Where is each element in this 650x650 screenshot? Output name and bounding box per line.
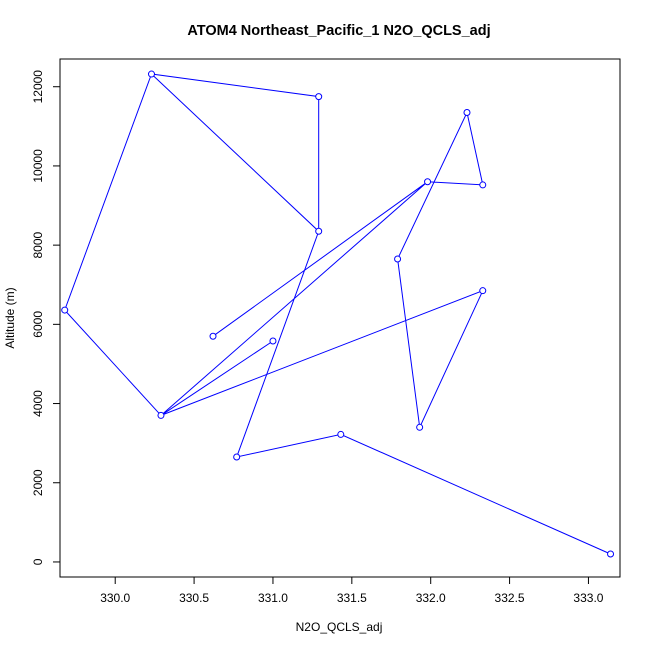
chart-title: ATOM4 Northeast_Pacific_1 N2O_QCLS_adj [187, 23, 490, 39]
data-point [479, 181, 487, 189]
data-point [337, 430, 345, 438]
data-point [416, 423, 424, 431]
y-axis-label: Altitude (m) [3, 287, 17, 348]
plot-frame [59, 58, 621, 578]
data-point [233, 453, 241, 461]
x-tick-label: 333.0 [573, 591, 603, 605]
y-tick-label: 12000 [31, 70, 45, 104]
data-point [463, 108, 471, 116]
x-axis: 330.0 330.5 331.0 331.5 332.0 332.5 333.0 [100, 577, 604, 605]
data-point [209, 332, 217, 340]
x-tick-label: 331.5 [337, 591, 367, 605]
data-point [61, 306, 69, 314]
x-tick-label: 332.5 [495, 591, 525, 605]
x-tick-label: 330.0 [100, 591, 130, 605]
data-point [157, 411, 165, 419]
series-line [64, 73, 611, 555]
y-tick-label: 2000 [31, 469, 45, 496]
data-point [394, 255, 402, 263]
data-point [269, 337, 277, 345]
data-point [315, 227, 323, 235]
x-axis-label: N2O_QCLS_adj [296, 620, 383, 634]
data-point [147, 70, 155, 78]
x-tick-label: 331.0 [258, 591, 288, 605]
y-tick-label: 8000 [31, 231, 45, 258]
x-tick-label: 330.5 [179, 591, 209, 605]
data-point [479, 287, 487, 295]
y-tick-label: 0 [31, 558, 45, 565]
data-point [424, 178, 432, 186]
y-tick-label: 6000 [31, 311, 45, 338]
data-point [315, 93, 323, 101]
y-axis: 0 2000 4000 6000 8000 10000 12000 [31, 70, 60, 565]
data-point [607, 550, 615, 558]
series-layer [61, 70, 615, 558]
x-tick-label: 332.0 [416, 591, 446, 605]
y-tick-label: 4000 [31, 390, 45, 417]
y-tick-label: 10000 [31, 149, 45, 183]
